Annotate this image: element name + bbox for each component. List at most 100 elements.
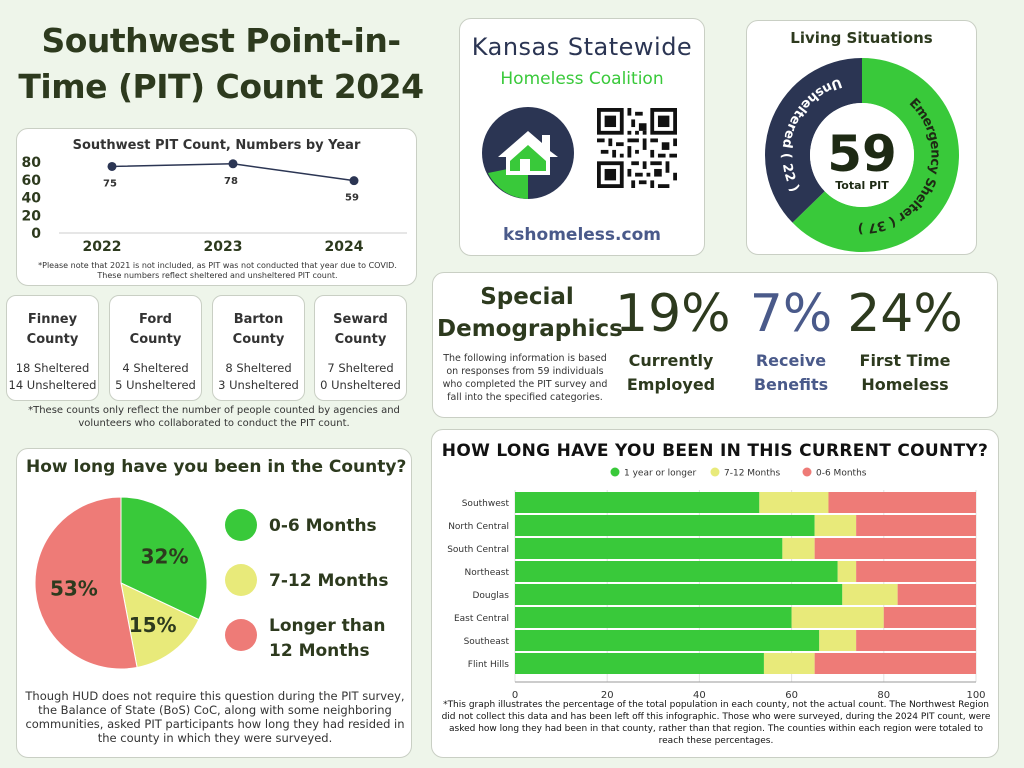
bar-segment [856, 630, 976, 651]
y-tick-label: 40 [22, 191, 42, 207]
county-name: Barton County [232, 312, 285, 347]
legend-label: 7-12 Months [724, 469, 780, 479]
county-time-card: How long have you been in the County? 32… [16, 448, 412, 758]
region-time-card: HOW LONG HAVE YOU BEEN IN THIS CURRENT C… [431, 429, 999, 758]
county-card-ford: Ford County 4 Sheltered 5 Unsheltered [109, 295, 202, 401]
pie-slice-label: 15% [129, 613, 177, 637]
bar-segment [515, 584, 843, 605]
data-label: 59 [345, 193, 359, 204]
y-tick-label: North Central [448, 522, 509, 532]
x-tick-label: 60 [785, 690, 798, 700]
county-name: Finney County [26, 312, 79, 347]
bar-segment [515, 653, 764, 674]
bar-segment [515, 607, 792, 628]
pie-slice-label: 53% [50, 576, 98, 600]
county-time-title: How long have you been in the County? [26, 457, 407, 477]
region-time-title: HOW LONG HAVE YOU BEEN IN THIS CURRENT C… [441, 441, 989, 461]
legend-label: 12 Months [269, 641, 370, 661]
y-tick-label: Douglas [472, 591, 509, 601]
legend-swatch [802, 467, 812, 477]
stat-label: Receive Benefits [753, 351, 829, 394]
region-stacked-bar-chart: 1 year or longer 7-12 Months 0-6 Months 0 20… [447, 467, 986, 700]
y-tick-label: Northeast [465, 568, 510, 578]
x-tick-label: 80 [877, 690, 890, 700]
legend-swatch [710, 467, 720, 477]
bar-segment [837, 561, 857, 582]
special-title: Special Demographics [437, 284, 623, 342]
bar-segment [515, 561, 838, 582]
county-sheltered: 8 Sheltered [225, 361, 292, 375]
region-time-note: *This graph illustrates the percentage o… [441, 700, 991, 746]
y-tick-label: Southeast [464, 637, 510, 647]
page-title: Southwest Point-in-Time (PIT) Count 2024 [18, 21, 424, 106]
bar-segment [763, 653, 815, 674]
y-tick-label: 20 [22, 208, 42, 224]
county-name: Ford County [129, 312, 182, 347]
stat-benefits: 7% Receive Benefits [739, 283, 843, 397]
data-point [228, 159, 238, 169]
living-situations-card: Living Situations Emergency Shelter ( 37… [746, 20, 977, 255]
org-logo [482, 107, 574, 199]
y-tick-label: 80 [22, 155, 42, 171]
legend-swatch [610, 467, 620, 477]
county-sheltered: 7 Sheltered [327, 361, 394, 375]
stat-employed: 19% Currently Employed [615, 283, 731, 397]
bar-segment [819, 630, 857, 651]
stat-value: 19% [615, 284, 731, 344]
special-demographics-card: Special Demographics The following inform… [432, 272, 998, 418]
special-desc: The following information is based on re… [442, 353, 608, 403]
pie-slice [120, 582, 200, 669]
bar-segment [759, 492, 829, 513]
org-card: Kansas Statewide Homeless Coalition ksho… [459, 18, 705, 256]
county-unsheltered: 5 Unsheltered [115, 378, 196, 392]
county-card-seward: Seward County 7 Sheltered 0 Unsheltered [314, 295, 407, 401]
bar-segment [897, 584, 976, 605]
bar-segment [814, 653, 976, 674]
county-note: *These counts only reflect the number of… [28, 405, 400, 429]
county-sheltered: 4 Sheltered [122, 361, 189, 375]
county-time-note: Though HUD does not require this questio… [25, 689, 405, 745]
x-tick-label: 2024 [325, 239, 364, 255]
donut-slice [792, 58, 959, 252]
county-unsheltered: 14 Unsheltered [8, 378, 97, 392]
y-tick-label: 0 [31, 226, 41, 242]
pit-chart-note: *Please note that 2021 is not included, … [38, 261, 397, 280]
county-time-pie-chart: 32% 15% 53% 0-6 Months 7-12 Months Longer tha… [34, 496, 389, 670]
legend-label: 7-12 Months [269, 571, 389, 591]
legend-label: 0-6 Months [816, 469, 867, 479]
stat-first-time: 24% First Time Homeless [845, 283, 965, 397]
y-tick-label: 60 [22, 173, 42, 189]
pit-by-year-card: Southwest PIT Count, Numbers by Year 0 20… [16, 128, 417, 286]
x-tick-label: 2022 [83, 239, 122, 255]
x-tick-label: 20 [601, 690, 614, 700]
stat-label: First Time Homeless [859, 351, 951, 394]
bar-segment [791, 607, 884, 628]
pie-slice [34, 496, 138, 670]
data-label: 78 [224, 176, 238, 187]
pit-chart-title: Southwest PIT Count, Numbers by Year [72, 138, 361, 153]
bar-segment [883, 607, 976, 628]
y-tick-label: Flint Hills [468, 660, 510, 670]
bar-segment [515, 492, 760, 513]
bar-segment [515, 515, 815, 536]
y-tick-label: Southwest [462, 499, 510, 509]
stat-label: Currently Employed [626, 351, 716, 394]
data-point [349, 176, 359, 186]
pie-slice [120, 496, 208, 621]
y-tick-label: South Central [447, 545, 509, 555]
legend-label: 1 year or longer [624, 469, 697, 479]
donut-total-value: 59 [827, 125, 897, 183]
stat-value: 7% [749, 284, 833, 344]
legend-label: Longer than [269, 616, 385, 636]
org-name-line2: Homeless Coalition [500, 69, 664, 89]
org-website-link[interactable]: kshomeless.com [503, 225, 661, 245]
living-donut-chart: Emergency Shelter ( 37 )Unsheltered ( 22… [765, 58, 959, 252]
y-tick-label: East Central [454, 614, 509, 624]
bar-segment [842, 584, 898, 605]
data-label: 75 [103, 178, 117, 189]
x-tick-label: 0 [512, 690, 518, 700]
bar-segment [828, 492, 976, 513]
county-name: Seward County [333, 312, 388, 347]
legend-swatch [225, 509, 257, 541]
